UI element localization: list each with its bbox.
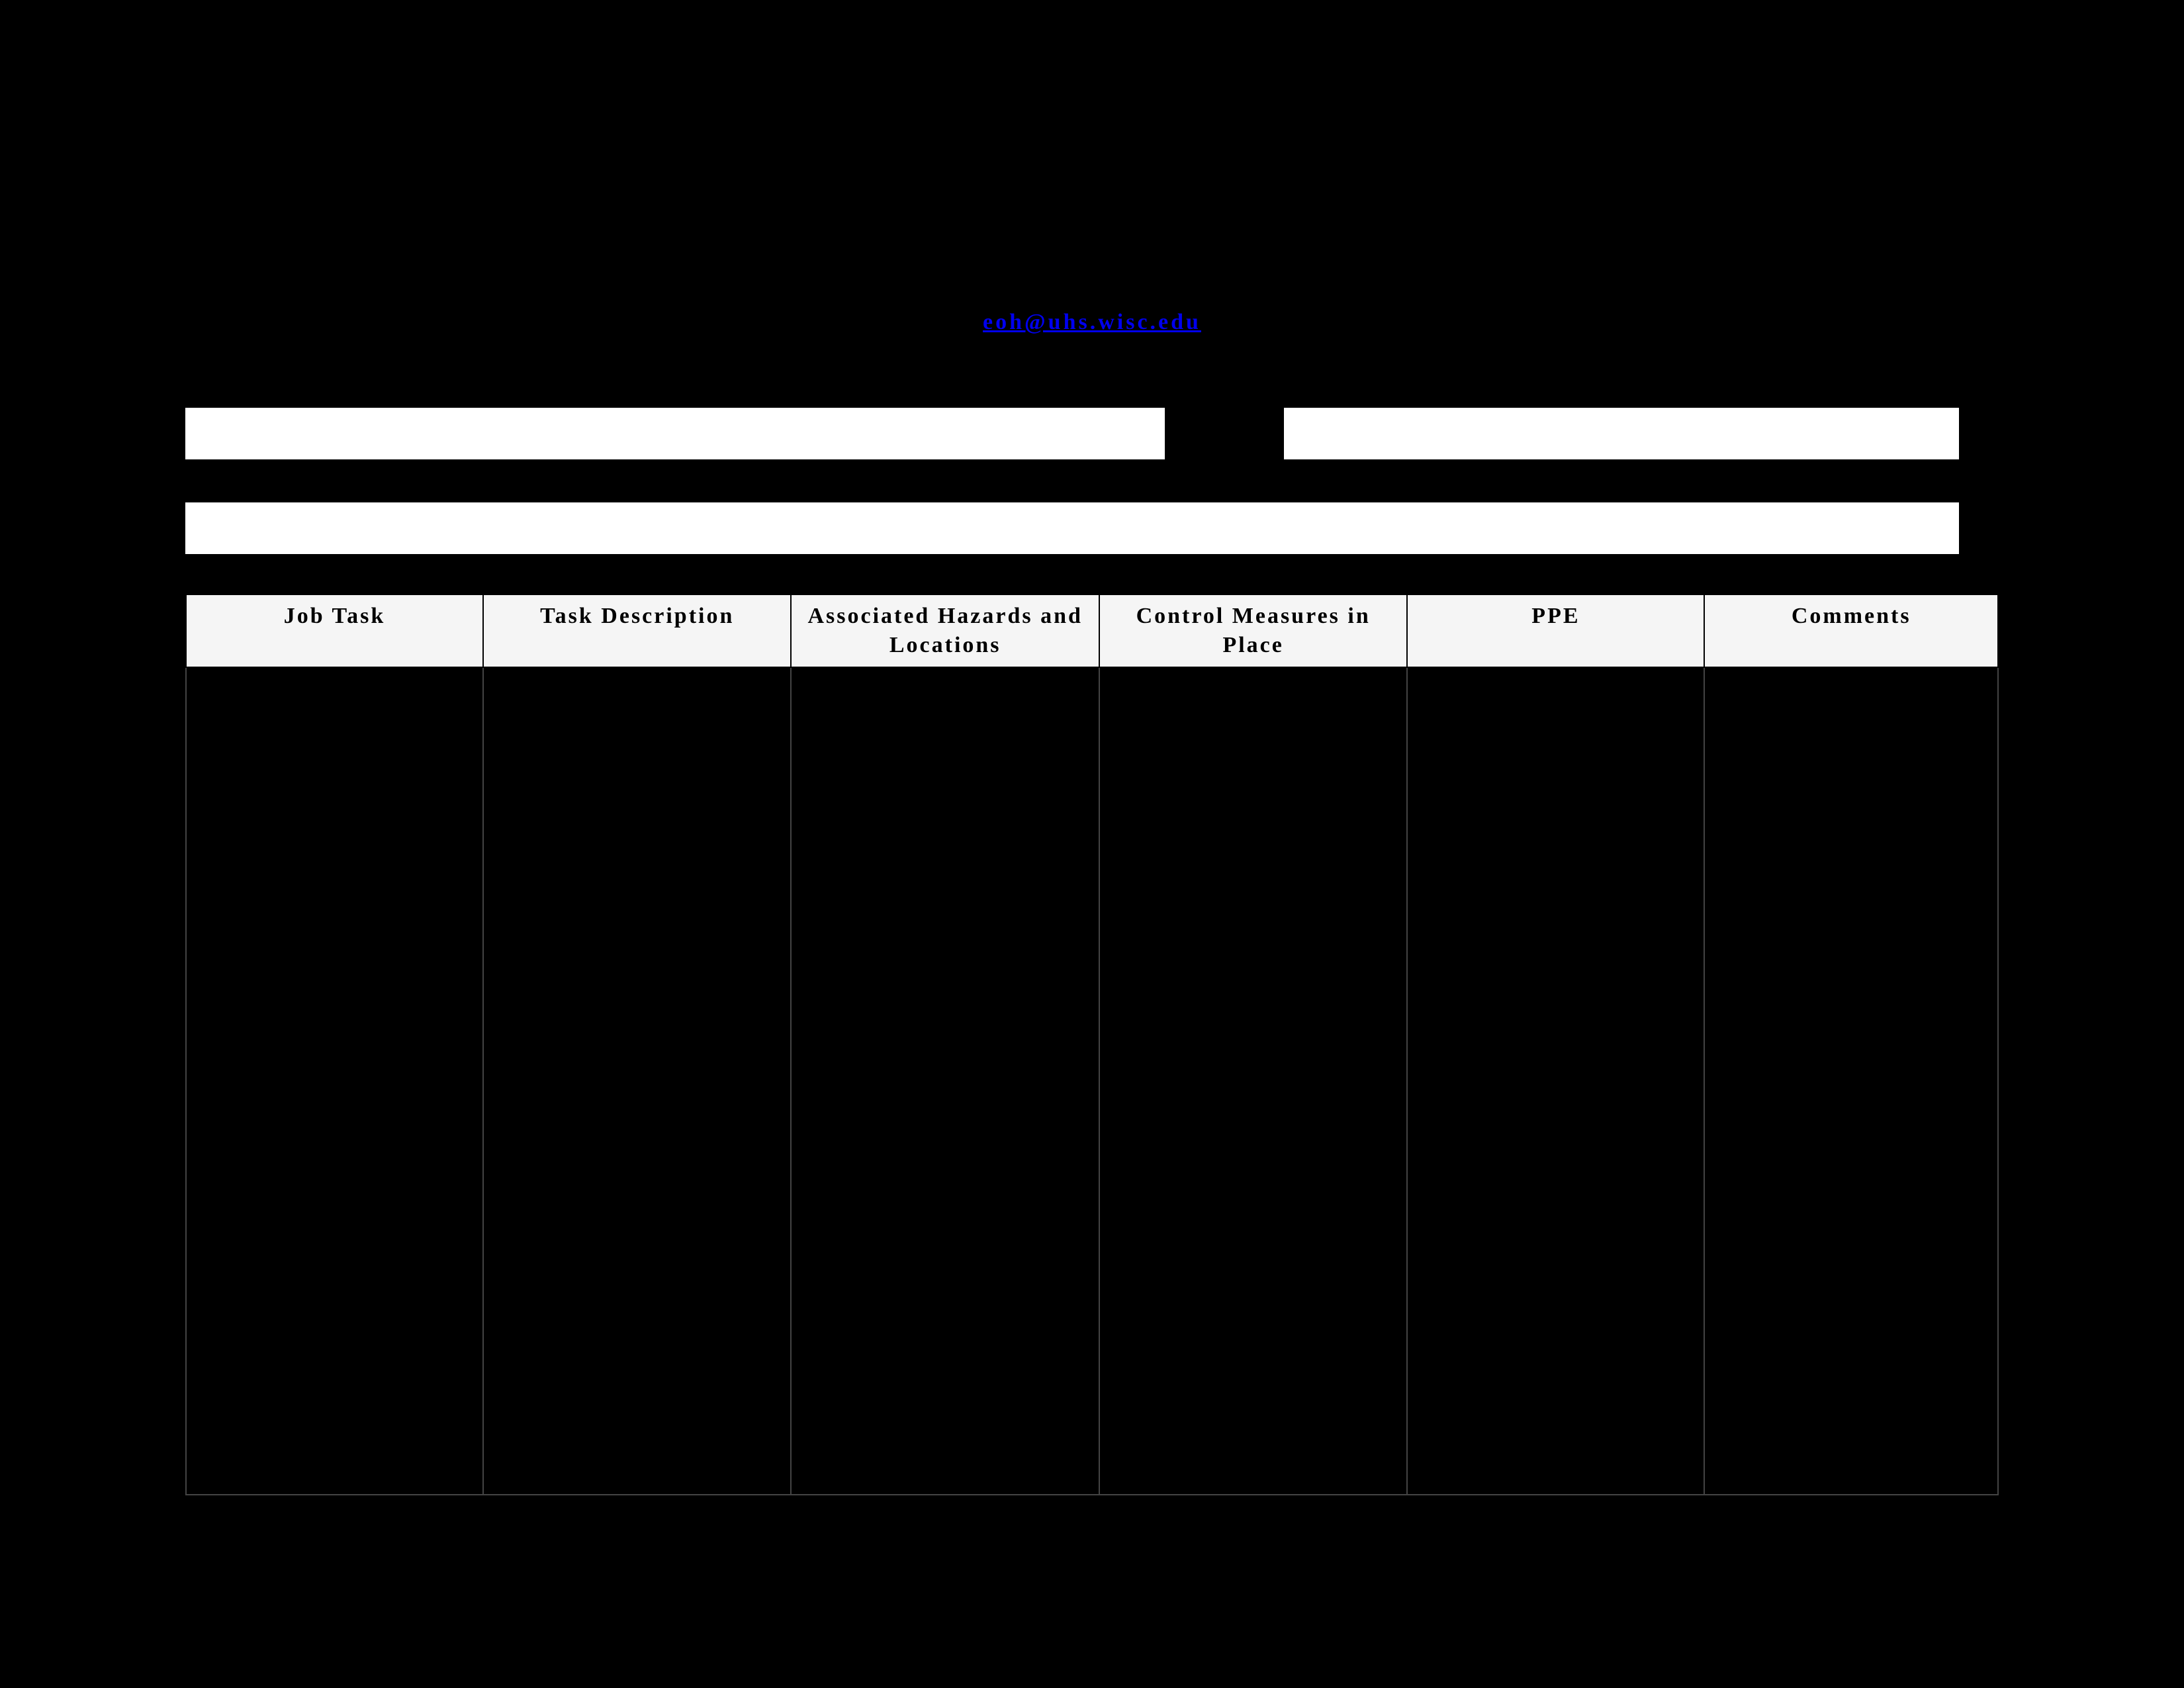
header-task-description: Task Description [483, 594, 791, 667]
cell-job-task[interactable] [186, 667, 483, 1495]
pi-supervisor-input[interactable] [185, 408, 1165, 459]
table-header-row: Job Task Task Description Associated Haz… [186, 594, 1998, 667]
cell-task-description[interactable] [483, 667, 791, 1495]
header-ppe: PPE [1407, 594, 1704, 667]
jha-table-container: Job Task Task Description Associated Haz… [185, 594, 1999, 1495]
cell-ppe[interactable] [1407, 667, 1704, 1495]
date-input[interactable] [1284, 408, 1959, 459]
location-input[interactable] [185, 502, 1959, 554]
form-row-location [185, 502, 1999, 554]
header-controls: Control Measures in Place [1099, 594, 1407, 667]
table-row [186, 667, 1998, 1495]
header-hazards: Associated Hazards and Locations [791, 594, 1099, 667]
page-container: eoh@uhs.wisc.edu Job Task Task Descripti… [0, 0, 2184, 1688]
form-row-pi-date [185, 408, 1999, 459]
jha-table: Job Task Task Description Associated Haz… [185, 594, 1999, 1495]
cell-comments[interactable] [1704, 667, 1998, 1495]
header-job-task: Job Task [186, 594, 483, 667]
contact-email-link[interactable]: eoh@uhs.wisc.edu [185, 310, 1999, 335]
header-spacer [185, 53, 1999, 305]
header-comments: Comments [1704, 594, 1998, 667]
cell-hazards[interactable] [791, 667, 1099, 1495]
cell-controls[interactable] [1099, 667, 1407, 1495]
